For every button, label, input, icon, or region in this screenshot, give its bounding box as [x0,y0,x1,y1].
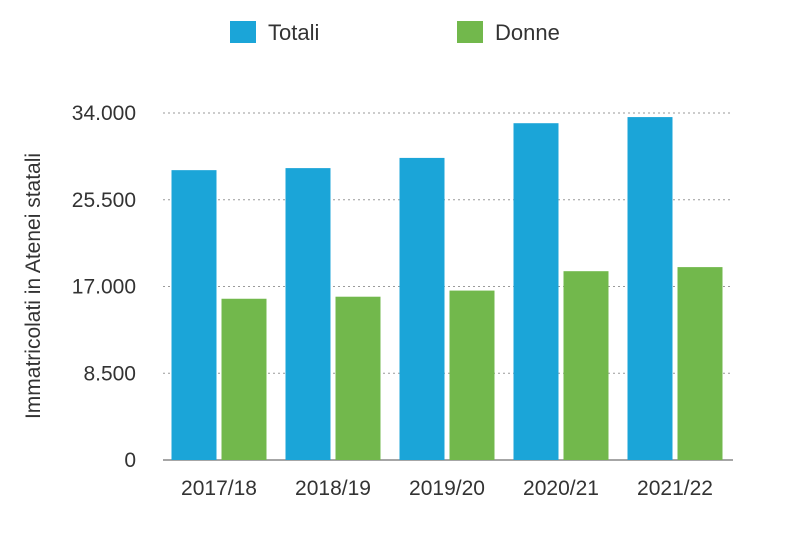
y-axis-title: Immatricolati in Atenei statali [22,153,45,419]
y-tick-label: 17.000 [72,276,136,299]
bar-donne-2017/18 [221,298,267,460]
bar-totali-2020/21 [513,123,559,461]
legend-swatch [230,21,256,43]
x-tick-label: 2018/19 [295,477,371,500]
bar-donne-2021/22 [677,267,723,460]
bar-totali-2019/20 [399,157,445,460]
y-tick-label: 25.500 [72,189,136,212]
y-tick-label: 0 [124,449,136,472]
legend-label: Totali [268,20,319,45]
y-axis-ticks: 0 8.500 17.000 25.500 34.000 [72,102,136,472]
legend-label: Donne [495,20,560,45]
bars [171,117,723,461]
legend-swatch [457,21,483,43]
bar-donne-2018/19 [335,296,381,460]
x-tick-label: 2017/18 [181,477,257,500]
bar-totali-2018/19 [285,168,331,461]
y-tick-label: 34.000 [72,102,136,125]
bar-donne-2019/20 [449,290,495,460]
x-tick-label: 2019/20 [409,477,485,500]
y-tick-label: 8.500 [83,362,136,385]
bar-totali-2021/22 [627,117,673,461]
x-axis-ticks: 2017/18 2018/19 2019/20 2020/21 2021/22 [181,477,713,500]
bar-donne-2020/21 [563,271,609,460]
legend: Totali Donne [230,20,560,45]
x-tick-label: 2021/22 [637,477,713,500]
x-tick-label: 2020/21 [523,477,599,500]
bar-totali-2017/18 [171,170,217,460]
